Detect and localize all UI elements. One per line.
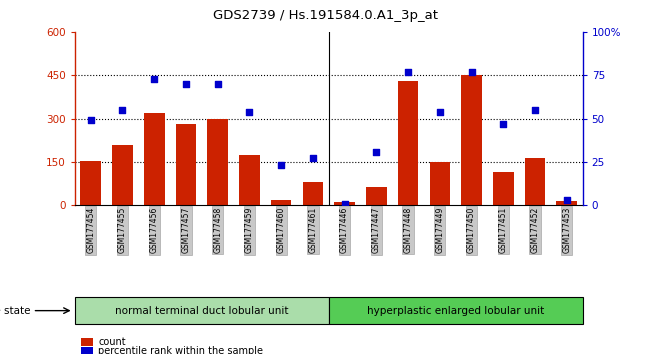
- Text: GSM177455: GSM177455: [118, 207, 127, 253]
- Bar: [525, 158, 546, 205]
- Point: [339, 201, 350, 206]
- Point: [85, 118, 96, 123]
- Text: GDS2739 / Hs.191584.0.A1_3p_at: GDS2739 / Hs.191584.0.A1_3p_at: [213, 9, 438, 22]
- Text: GSM177453: GSM177453: [562, 207, 572, 253]
- Bar: [176, 124, 196, 205]
- Bar: [144, 113, 165, 205]
- Text: GSM177450: GSM177450: [467, 207, 476, 253]
- Point: [530, 107, 540, 113]
- Point: [403, 69, 413, 75]
- Text: GSM177460: GSM177460: [277, 207, 286, 253]
- Text: GSM177456: GSM177456: [150, 207, 159, 253]
- Point: [276, 162, 286, 168]
- Text: count: count: [98, 337, 126, 347]
- Point: [435, 109, 445, 114]
- Text: GSM177452: GSM177452: [531, 207, 540, 253]
- Point: [498, 121, 508, 127]
- Text: GSM177449: GSM177449: [436, 207, 445, 253]
- Bar: [81, 160, 101, 205]
- Bar: [430, 162, 450, 205]
- Text: GSM177448: GSM177448: [404, 207, 413, 253]
- Bar: [303, 182, 323, 205]
- Text: GSM177454: GSM177454: [86, 207, 95, 253]
- Text: normal terminal duct lobular unit: normal terminal duct lobular unit: [115, 306, 288, 316]
- Bar: [462, 75, 482, 205]
- Text: GSM177458: GSM177458: [213, 207, 222, 253]
- Bar: [208, 119, 228, 205]
- Bar: [112, 144, 133, 205]
- Bar: [239, 155, 260, 205]
- Point: [562, 197, 572, 203]
- Text: disease state: disease state: [0, 306, 31, 316]
- Bar: [271, 200, 292, 205]
- Text: hyperplastic enlarged lobular unit: hyperplastic enlarged lobular unit: [367, 306, 544, 316]
- Bar: [493, 172, 514, 205]
- Point: [117, 107, 128, 113]
- Text: GSM177446: GSM177446: [340, 207, 349, 253]
- Point: [212, 81, 223, 87]
- Bar: [557, 201, 577, 205]
- Bar: [366, 187, 387, 205]
- Point: [371, 149, 381, 154]
- Point: [308, 156, 318, 161]
- Text: percentile rank within the sample: percentile rank within the sample: [98, 346, 263, 354]
- Bar: [398, 81, 419, 205]
- Bar: [335, 202, 355, 205]
- Point: [181, 81, 191, 87]
- Text: GSM177447: GSM177447: [372, 207, 381, 253]
- Text: GSM177461: GSM177461: [309, 207, 318, 253]
- Point: [466, 69, 477, 75]
- Point: [244, 109, 255, 114]
- Text: GSM177457: GSM177457: [182, 207, 191, 253]
- Text: GSM177459: GSM177459: [245, 207, 254, 253]
- Point: [149, 76, 159, 81]
- Text: GSM177451: GSM177451: [499, 207, 508, 253]
